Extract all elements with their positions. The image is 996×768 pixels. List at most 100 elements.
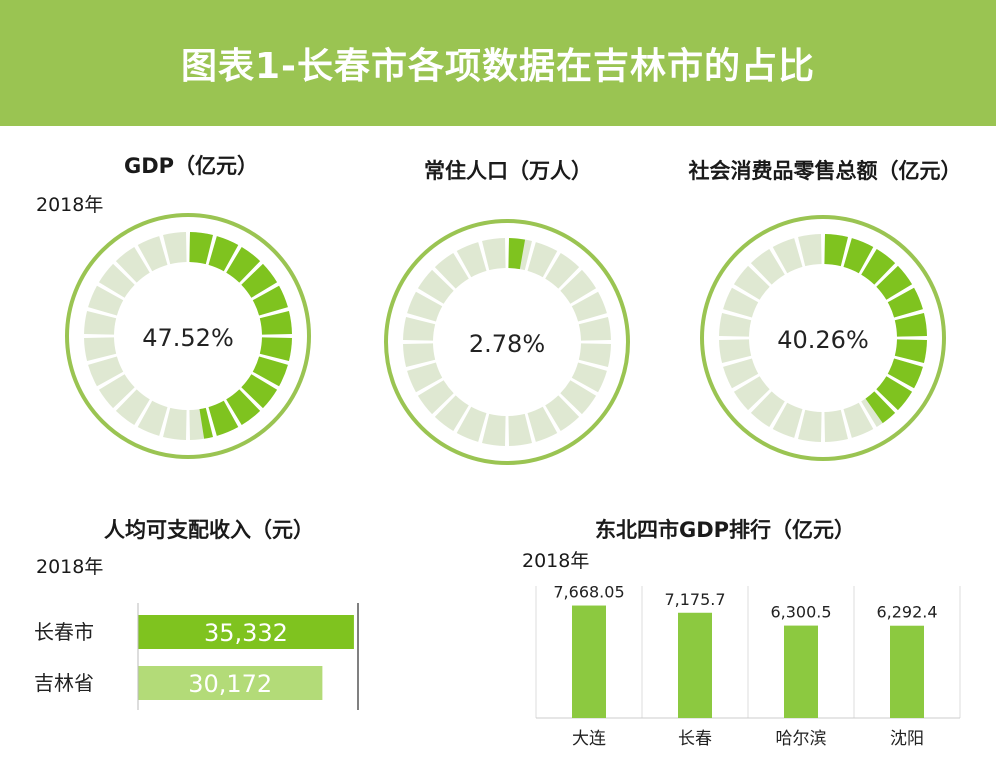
donut-percent-label: 40.26% [777,326,869,354]
donut-segment-filled [226,389,261,426]
donut-segment [772,238,803,274]
gdp-year-label: 2018年 [36,194,104,216]
population-chart-title: 常住人口（万人） [424,159,592,183]
donut-segment [98,263,135,298]
ranking-value-label: 6,292.4 [876,603,937,622]
donut-outer-ring [65,213,311,459]
income-category-label: 长春市 [34,620,94,644]
donut-segment-filled [252,285,288,316]
donut-segment [417,269,454,304]
donut-segment [798,234,822,267]
ranking-value-label: 7,668.05 [553,583,624,602]
donut-segment-filled [843,238,874,274]
donut-segment [750,391,785,428]
donut-segment [115,246,150,283]
donut-segment-filled [876,376,913,411]
donut-segment [88,356,124,387]
donut-segment [137,400,168,436]
donut-segment [84,337,117,361]
donut-segment [723,287,759,318]
donut-segment [115,389,150,426]
donut-segment [578,343,611,367]
donut-segment [482,413,506,446]
ranking-category-label: 长春 [678,729,712,749]
income-bar-chart: 长春市 35,332 吉林省 30,172 [34,603,359,710]
donut-segment [417,380,454,415]
donut-segment [560,269,597,304]
ranking-category-label: 沈阳 [890,729,924,749]
donut-segment [545,252,580,289]
donut-segment [772,402,803,438]
ranking-chart-title: 东北四市GDP排行（亿元） [594,518,856,542]
donut-segment-filled [861,248,896,285]
ranking-column-chart: 7,668.05 大连 7,175.7 长春 6,300.5 哈尔滨 6,292.4 沈阳 [535,583,961,749]
donut-segment [571,291,607,322]
donut-segment-filled [887,287,923,318]
donut-segment-filled [894,313,927,337]
donut-segment [545,395,580,432]
donut-segment-filled [226,246,261,283]
donut-segment-filled [894,339,927,363]
ranking-category-label: 大连 [572,729,606,749]
donut-segment [403,343,436,367]
donut-segment [560,380,597,415]
donut-percent-label: 47.52% [142,324,234,352]
donut-segment [719,339,752,363]
donut-segment-filled [259,337,292,361]
donut-segment-filled [824,234,848,267]
ranking-bar [572,605,606,718]
income-bar [138,615,354,649]
donut-segment [843,402,874,438]
donut-segment [163,407,187,440]
ranking-category-label: 哈尔滨 [776,729,827,749]
population-donut-chart: 2.78% [384,219,630,465]
donut-segment [750,248,785,285]
donut-segment [723,358,759,389]
ranking-value-label: 7,175.7 [664,590,725,609]
donut-segment-filled [508,238,526,270]
income-value-label: 30,172 [188,670,272,698]
donut-segment-filled [189,232,213,265]
page-header: 图表1-长春市各项数据在吉林市的占比 [0,0,996,126]
donut-segment [84,311,117,335]
donut-segment [456,406,487,442]
donut-outer-ring [700,215,946,461]
donut-segment-filled [241,263,278,298]
donut-segment-filled [876,265,913,300]
donut-percent-label: 2.78% [469,330,545,358]
gdp-chart-title: GDP（亿元） [123,154,259,178]
gdp-donut-chart: 47.52% [65,213,311,459]
donut-segment-filled [865,391,896,424]
donut-segment-filled [259,311,292,335]
donut-segment [527,242,558,278]
retail-donut-chart: 40.26% [700,215,946,461]
donut-segment [407,291,443,322]
donut-segment [407,362,443,393]
donut-segment-filled [208,400,239,436]
income-year-label: 2018年 [36,556,104,578]
donut-segment [482,238,506,271]
donut-segment [527,406,558,442]
donut-segment [434,395,469,432]
donut-segment [733,376,770,411]
donut-segment [798,409,822,442]
donut-segment [88,285,124,316]
donut-segment [508,413,532,446]
donut-segment [571,362,607,393]
income-bar [138,666,323,700]
income-chart-title: 人均可支配收入（元） [104,518,314,542]
ranking-bar [890,625,924,718]
donut-segment [719,313,752,337]
ranking-bar [678,612,712,718]
donut-segment [403,317,436,341]
ranking-value-label: 6,300.5 [770,603,831,622]
page-title: 图表1-长春市各项数据在吉林市的占比 [181,46,815,87]
donut-segment [163,232,187,265]
income-value-label: 35,332 [204,619,288,647]
ranking-year-label: 2018年 [522,550,590,572]
donut-segment [98,374,135,409]
donut-segment [824,409,848,442]
donut-segment [434,252,469,289]
donut-segment [733,265,770,300]
donut-segment [578,317,611,341]
